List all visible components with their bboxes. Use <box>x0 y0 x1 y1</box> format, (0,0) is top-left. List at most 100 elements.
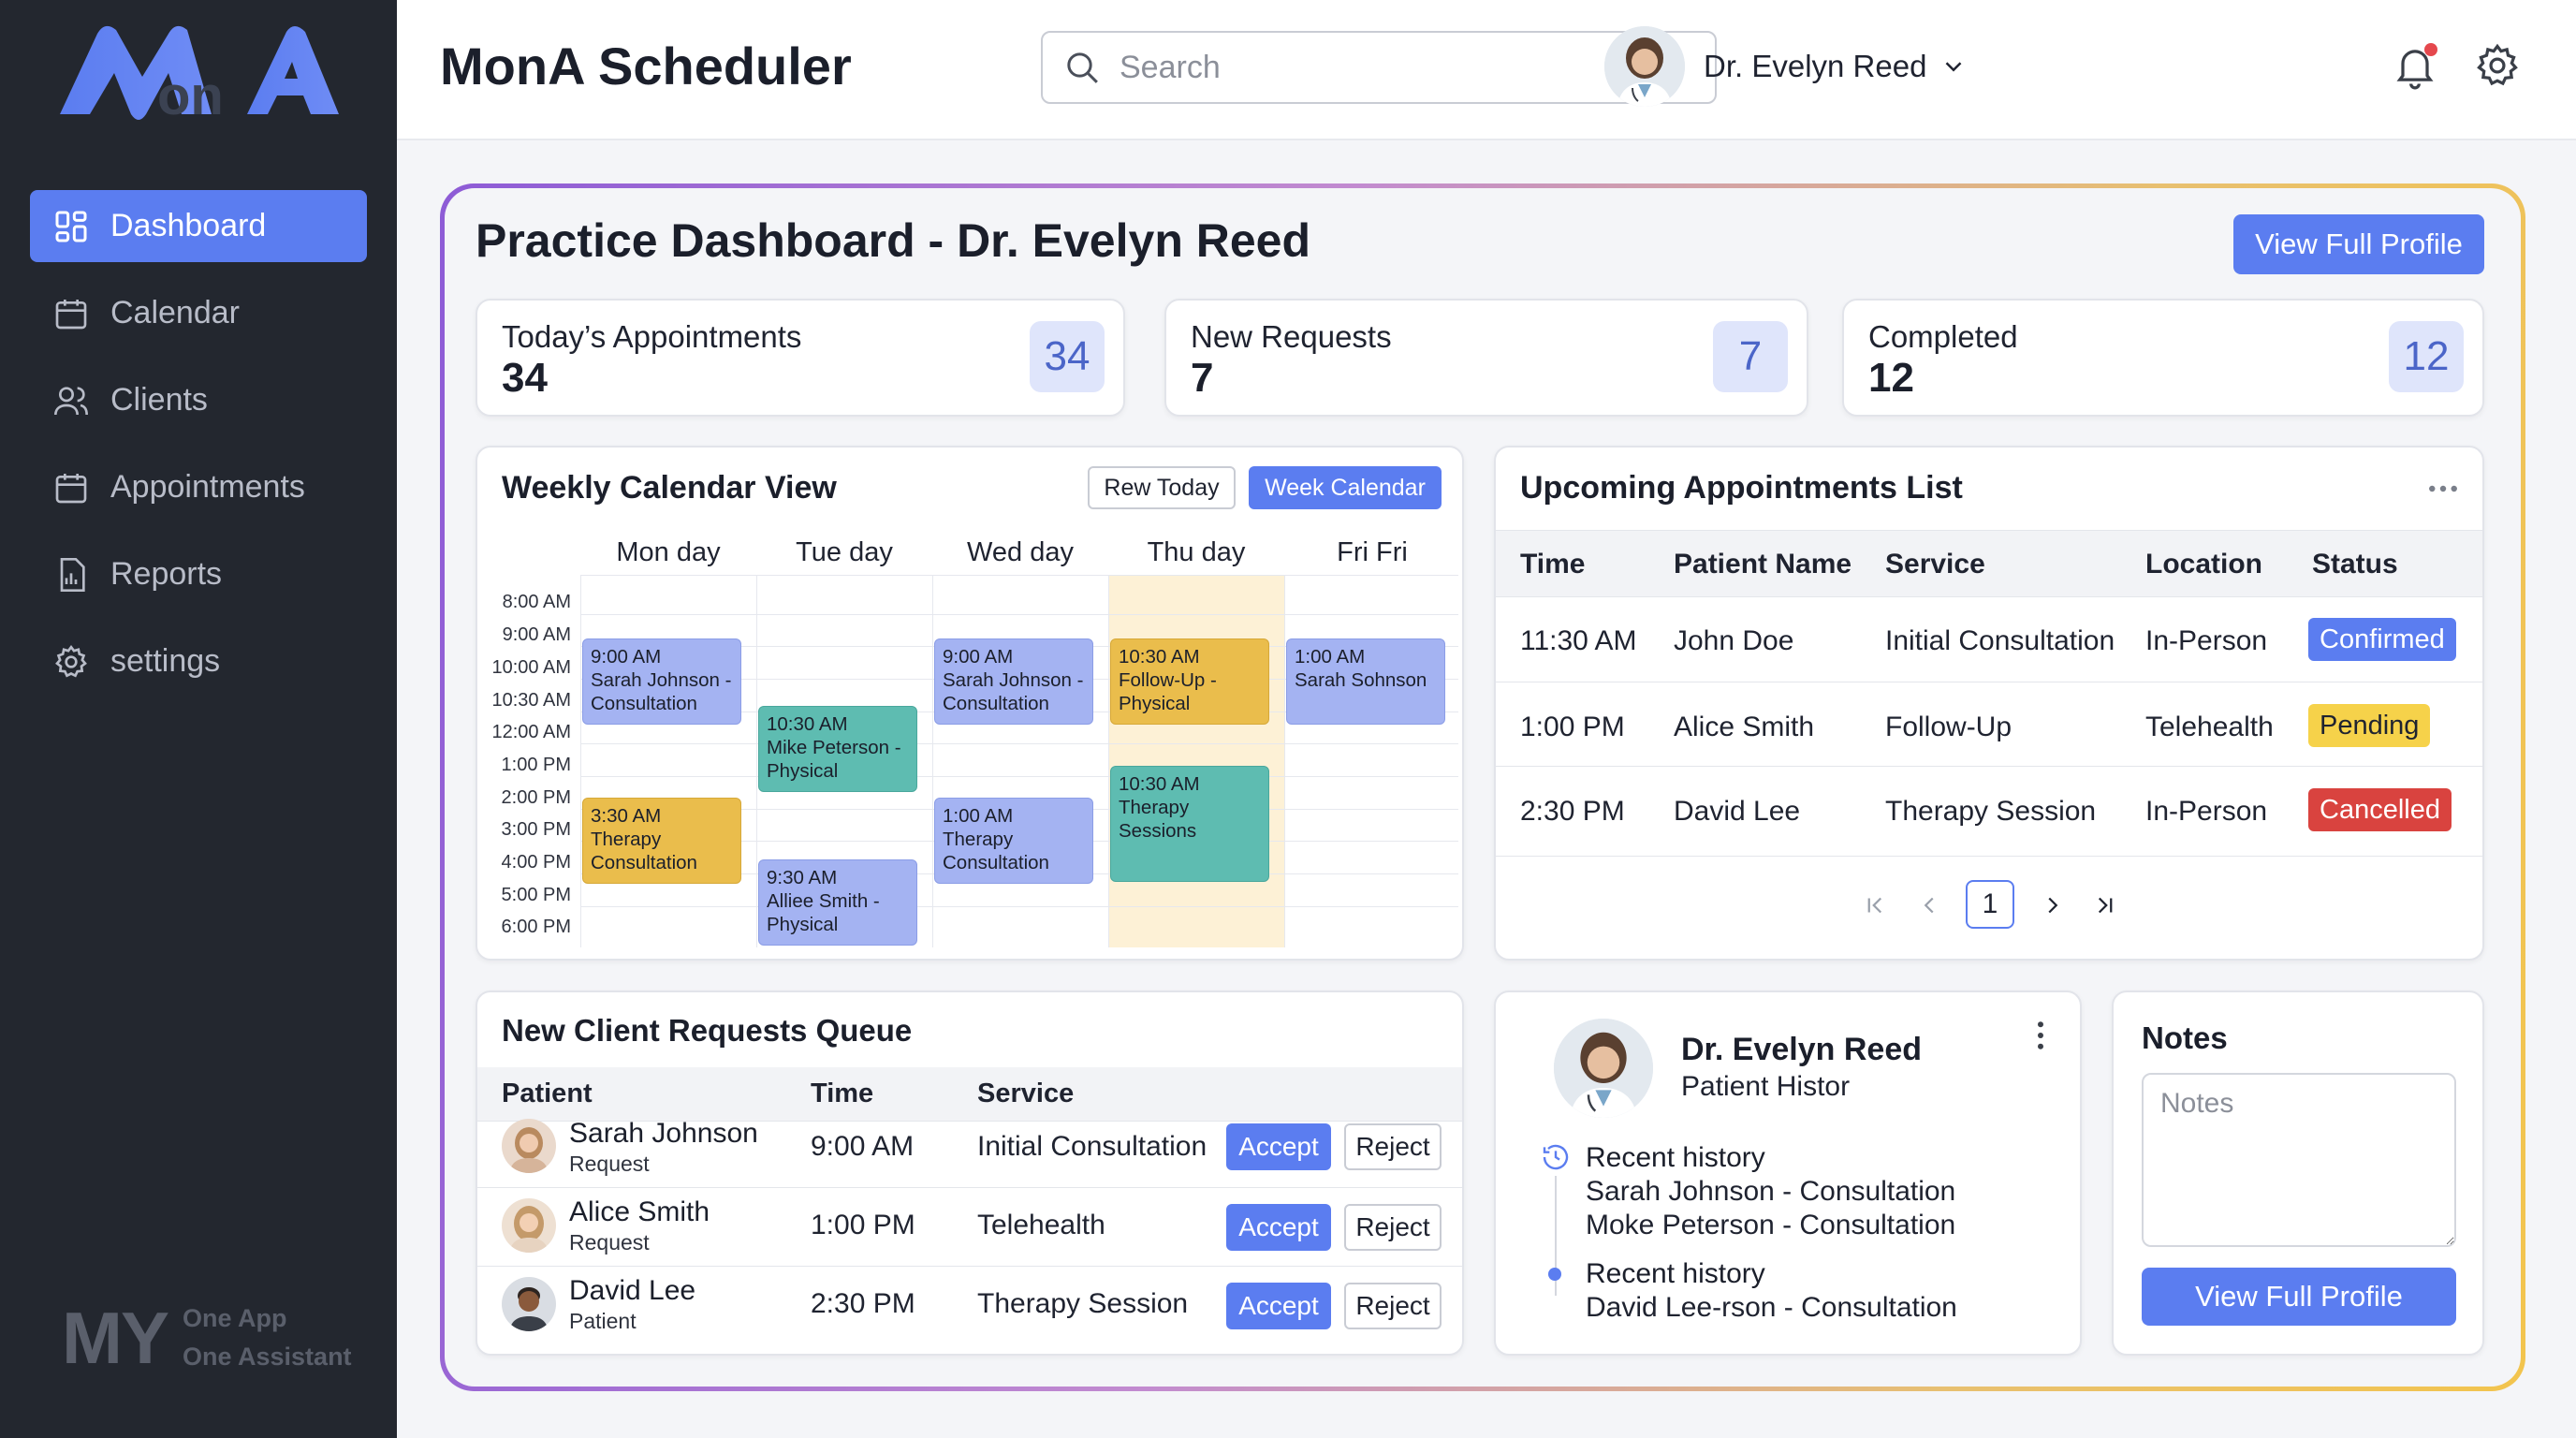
app-title: MonA Scheduler <box>440 37 852 95</box>
cell-service: Telehealth <box>977 1210 1105 1240</box>
patient-history-card: Dr. Evelyn Reed Patient Histor Recent hi… <box>1494 990 2082 1356</box>
first-page-icon[interactable] <box>1861 891 1889 919</box>
stat-badge: 12 <box>2389 321 2464 392</box>
table-header <box>1496 530 2482 597</box>
sidebar-item-clients[interactable]: Clients <box>30 364 367 436</box>
profile-name: Dr. Evelyn Reed <box>1681 1032 1923 1067</box>
column-header: Patient Name <box>1674 549 1852 580</box>
history-item: Sarah Johnson - Consultation <box>1586 1176 1956 1207</box>
history-title: Recent history <box>1586 1258 1765 1289</box>
brand-line-1: One App <box>183 1304 287 1332</box>
report-icon <box>60 557 85 592</box>
time-label: 9:00 AM <box>502 624 571 645</box>
gear-icon <box>55 644 87 677</box>
bell-icon[interactable] <box>2391 41 2439 90</box>
sidebar-item-settings[interactable]: settings <box>30 625 367 697</box>
patient-sub: Patient <box>569 1309 637 1333</box>
table-header <box>477 1067 1462 1122</box>
calendar-event[interactable]: 3:30 AM Therapy Consultation <box>582 798 741 884</box>
cell-time: 9:00 AM <box>811 1131 915 1162</box>
weekly-calendar-card: Weekly Calendar View Rew Today Week Cale… <box>476 446 1464 961</box>
avatar <box>1554 1019 1653 1118</box>
client-requests-card: New Client Requests Queue Patient Time S… <box>476 990 1464 1356</box>
time-label: 8:00 AM <box>502 592 571 612</box>
reject-button[interactable]: Reject <box>1344 1123 1442 1170</box>
view-full-profile-button[interactable]: View Full Profile <box>2233 214 2484 274</box>
sidebar-item-label: settings <box>110 643 221 679</box>
calendar-event[interactable]: 10:30 AM Therapy Sessions <box>1110 766 1269 882</box>
column-header: Time <box>1520 549 1586 580</box>
top-bar: MonA Scheduler <box>397 0 2576 140</box>
more-horizontal-icon[interactable] <box>2428 483 2458 494</box>
accept-button[interactable]: Accept <box>1226 1123 1331 1170</box>
calendar-event[interactable]: 9:30 AM Alliee Smith - Physical <box>758 859 917 946</box>
time-label: 10:00 AM <box>491 657 571 678</box>
search-box[interactable] <box>1041 31 1717 104</box>
day-header: Tue day <box>796 537 893 567</box>
brand-line-2: One Assistant <box>183 1343 352 1371</box>
column-header: Location <box>2145 549 2262 580</box>
today-button[interactable]: Rew Today <box>1088 466 1236 509</box>
svg-text:on: on <box>157 66 224 124</box>
calendar-event[interactable]: 10:30 AM Mike Peterson - Physical <box>758 706 917 792</box>
time-label: 6:00 PM <box>501 917 571 937</box>
stat-card-appointments: Today’s Appointments 34 34 <box>476 299 1125 417</box>
sidebar: on Dashboard Calendar Clients Appointmen… <box>0 0 397 1438</box>
column-header: Time <box>811 1078 874 1108</box>
time-label: 3:00 PM <box>501 819 571 840</box>
brand-footer: MY One App One Assistant <box>62 1299 352 1376</box>
notes-textarea[interactable] <box>2142 1073 2456 1247</box>
prev-page-icon[interactable] <box>1915 891 1943 919</box>
accept-button[interactable]: Accept <box>1226 1204 1331 1251</box>
cell-patient: John Doe <box>1674 625 1794 656</box>
notes-view-full-profile-button[interactable]: View Full Profile <box>2142 1268 2456 1326</box>
stat-label: Today’s Appointments <box>502 319 802 354</box>
calendar-event[interactable]: 9:00 AM Sarah Johnson - Consultation <box>934 638 1093 725</box>
sidebar-item-label: Dashboard <box>110 208 267 243</box>
page-number[interactable]: 1 <box>1966 880 2014 929</box>
sidebar-item-dashboard[interactable]: Dashboard <box>30 190 367 262</box>
reject-button[interactable]: Reject <box>1344 1283 1442 1329</box>
sidebar-item-label: Clients <box>110 382 208 418</box>
user-menu[interactable]: Dr. Evelyn Reed <box>1604 26 1968 107</box>
calendar-event[interactable]: 1:00 AM Therapy Consultation <box>934 798 1093 884</box>
time-label: 10:30 AM <box>491 690 571 711</box>
calendar-icon <box>55 299 87 329</box>
day-header: Fri Fri <box>1337 537 1408 567</box>
cell-time: 1:00 PM <box>1520 712 1625 742</box>
next-page-icon[interactable] <box>2039 891 2067 919</box>
calendar-event[interactable]: 10:30 AM Follow-Up - Physical <box>1110 638 1269 725</box>
reject-button[interactable]: Reject <box>1344 1204 1442 1251</box>
day-header: Thu day <box>1147 537 1246 567</box>
stat-label: New Requests <box>1191 319 1392 354</box>
calendar-event[interactable]: 1:00 AM Sarah Sohnson <box>1286 638 1445 725</box>
cell-service: Therapy Session <box>1885 796 2097 827</box>
sidebar-item-reports[interactable]: Reports <box>30 538 367 610</box>
calendar-event[interactable]: 9:00 AM Sarah Johnson - Consultation <box>582 638 741 725</box>
sidebar-item-calendar[interactable]: Calendar <box>30 277 367 349</box>
column-header: Service <box>977 1078 1075 1108</box>
cell-service: Follow-Up <box>1885 712 2012 742</box>
sidebar-item-label: Appointments <box>110 469 305 505</box>
week-calendar-button[interactable]: Week Calendar <box>1249 466 1442 509</box>
last-page-icon[interactable] <box>2091 891 2119 919</box>
profile-subtitle: Patient Histor <box>1681 1071 1851 1102</box>
status-badge: Pending <box>2308 704 2431 747</box>
time-label: 2:00 PM <box>501 787 571 808</box>
patient-name: David Lee <box>569 1275 696 1306</box>
settings-gear-icon[interactable] <box>2473 41 2522 90</box>
search-icon <box>1067 52 1098 83</box>
stat-value: 7 <box>1191 355 1214 401</box>
accept-button[interactable]: Accept <box>1226 1283 1331 1329</box>
brand-mark: MY <box>62 1297 169 1379</box>
more-vertical-icon[interactable] <box>2035 1020 2046 1050</box>
requests-title: New Client Requests Queue <box>502 1013 913 1048</box>
history-item: Moke Peterson - Consultation <box>1586 1210 1956 1240</box>
cell-patient: David Lee <box>1674 796 1801 827</box>
time-label: 5:00 PM <box>501 885 571 905</box>
patient-name: Sarah Johnson <box>569 1118 758 1149</box>
notes-title: Notes <box>2142 1020 2228 1055</box>
sidebar-item-appointments[interactable]: Appointments <box>30 451 367 523</box>
search-input[interactable] <box>1120 49 1681 86</box>
day-header: Wed day <box>967 537 1074 567</box>
